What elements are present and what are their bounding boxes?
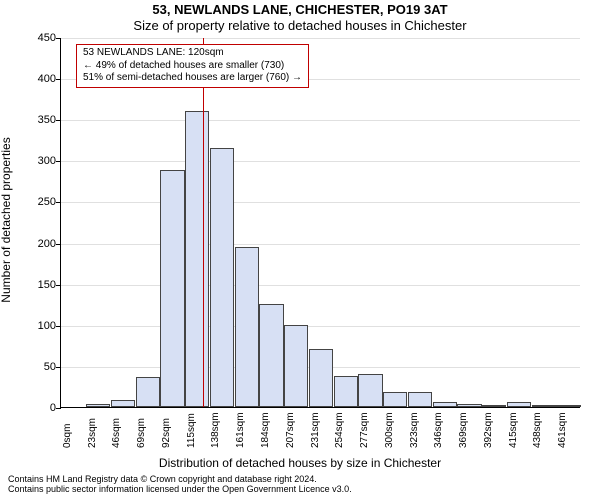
histogram-bar: [408, 392, 432, 407]
xtick-label: 69sqm: [136, 418, 147, 448]
bars-layer: [61, 38, 580, 407]
xtick-label: 138sqm: [210, 412, 221, 448]
ytick-mark: [56, 38, 61, 39]
histogram-bar: [284, 325, 308, 407]
histogram-bar: [532, 405, 556, 407]
ytick-mark: [56, 202, 61, 203]
xtick-label: 438sqm: [532, 412, 543, 448]
ytick-mark: [56, 408, 61, 409]
callout-line2: ← 49% of detached houses are smaller (73…: [83, 60, 302, 73]
x-axis-label: Distribution of detached houses by size …: [0, 456, 600, 470]
histogram-bar: [556, 405, 580, 407]
ytick-mark: [56, 161, 61, 162]
histogram-bar: [457, 404, 481, 407]
xtick-label: 23sqm: [87, 418, 98, 448]
xtick-label: 300sqm: [384, 412, 395, 448]
ytick-label: 100: [16, 320, 56, 332]
ytick-mark: [56, 244, 61, 245]
ytick-label: 350: [16, 114, 56, 126]
histogram-bar: [383, 392, 407, 407]
ytick-label: 400: [16, 73, 56, 85]
xtick-label: 346sqm: [433, 412, 444, 448]
histogram-bar: [507, 402, 531, 407]
ytick-mark: [56, 285, 61, 286]
xtick-label: 92sqm: [161, 418, 172, 448]
xtick-label: 231sqm: [310, 412, 321, 448]
xtick-label: 0sqm: [62, 424, 73, 448]
callout-line3: 51% of semi-detached houses are larger (…: [83, 72, 302, 85]
footnote: Contains HM Land Registry data © Crown c…: [8, 474, 592, 495]
ytick-label: 450: [16, 32, 56, 44]
histogram-bar: [111, 400, 135, 407]
ytick-mark: [56, 367, 61, 368]
histogram-bar: [185, 111, 209, 407]
ytick-label: 150: [16, 279, 56, 291]
xtick-label: 207sqm: [285, 412, 296, 448]
ytick-label: 200: [16, 238, 56, 250]
ytick-mark: [56, 120, 61, 121]
histogram-bar: [433, 402, 457, 407]
xtick-label: 184sqm: [260, 412, 271, 448]
xtick-label: 461sqm: [557, 412, 568, 448]
ytick-label: 300: [16, 155, 56, 167]
xtick-label: 323sqm: [409, 412, 420, 448]
histogram-bar: [334, 376, 358, 407]
xtick-label: 46sqm: [111, 418, 122, 448]
histogram-bar: [482, 405, 506, 407]
ytick-label: 0: [16, 402, 56, 414]
footnote-line2: Contains public sector information licen…: [8, 484, 352, 494]
xtick-label: 115sqm: [186, 413, 197, 448]
chart-title-line2: Size of property relative to detached ho…: [0, 18, 600, 33]
xtick-label: 277sqm: [359, 412, 370, 448]
histogram-bar: [235, 247, 259, 407]
histogram-bar: [86, 404, 110, 407]
ytick-mark: [56, 79, 61, 80]
xtick-label: 161sqm: [235, 412, 246, 448]
chart-root: 53, NEWLANDS LANE, CHICHESTER, PO19 3AT …: [0, 0, 600, 500]
callout-line1: 53 NEWLANDS LANE: 120sqm: [83, 47, 302, 60]
histogram-bar: [358, 374, 382, 407]
xtick-label: 369sqm: [458, 412, 469, 448]
histogram-bar: [309, 349, 333, 407]
ytick-mark: [56, 326, 61, 327]
histogram-bar: [160, 170, 184, 407]
histogram-bar: [210, 148, 234, 407]
chart-title-line1: 53, NEWLANDS LANE, CHICHESTER, PO19 3AT: [0, 2, 600, 17]
histogram-bar: [136, 377, 160, 407]
histogram-bar: [259, 304, 283, 407]
indicator-line: [203, 38, 204, 407]
ytick-label: 50: [16, 361, 56, 373]
xtick-label: 415sqm: [508, 412, 519, 448]
xtick-label: 392sqm: [483, 412, 494, 448]
xtick-label: 254sqm: [334, 412, 345, 448]
callout-box: 53 NEWLANDS LANE: 120sqm ← 49% of detach…: [76, 44, 309, 88]
plot-area: [60, 38, 580, 408]
y-axis-label: Number of detached properties: [0, 137, 13, 302]
footnote-line1: Contains HM Land Registry data © Crown c…: [8, 474, 317, 484]
ytick-label: 250: [16, 196, 56, 208]
